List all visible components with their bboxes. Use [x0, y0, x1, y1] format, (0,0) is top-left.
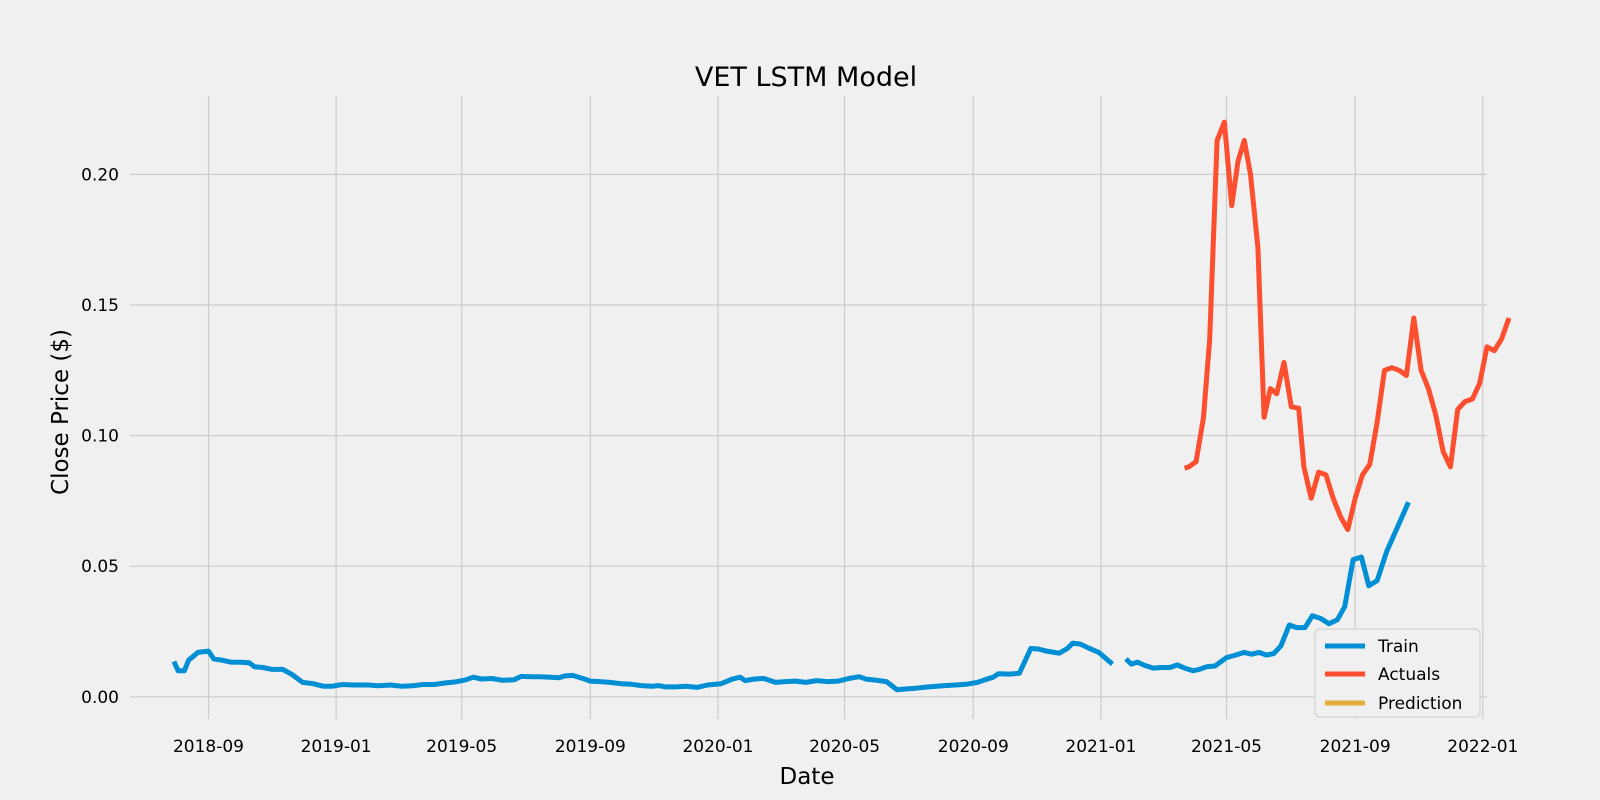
- series-line-train: [171, 640, 1115, 693]
- x-tick-label: 2021-01: [1065, 737, 1136, 757]
- y-tick-label: 0.00: [81, 688, 119, 708]
- grid: [130, 96, 1487, 719]
- series-actuals: [1183, 119, 1512, 533]
- y-tick-label: 0.05: [81, 557, 119, 577]
- x-tick-label: 2018-09: [173, 737, 244, 757]
- x-tick-label: 2021-05: [1191, 737, 1262, 757]
- y-tick-labels: 0.00 0.05 0.10 0.15 0.20: [81, 165, 119, 707]
- y-tick-label: 0.10: [81, 427, 119, 447]
- series-line-train: [1124, 501, 1411, 674]
- x-tick-label: 2019-05: [426, 737, 497, 757]
- chart-title: VET LSTM Model: [695, 62, 917, 93]
- y-axis-label: Close Price ($): [48, 329, 74, 495]
- x-tick-label: 2021-09: [1320, 737, 1391, 757]
- x-tick-label: 2019-01: [301, 737, 372, 757]
- legend-label-train: Train: [1377, 637, 1419, 657]
- legend: Train Actuals Prediction: [1314, 628, 1481, 718]
- legend-box: [1314, 628, 1481, 718]
- legend-label-actuals: Actuals: [1378, 665, 1440, 685]
- series-line-actuals: [1183, 119, 1512, 533]
- x-tick-labels: 2018-09 2019-01 2019-05 2019-09 2020-01 2020-…: [173, 737, 1518, 757]
- series-lines: [171, 119, 1512, 693]
- series-train: [171, 501, 1411, 693]
- y-tick-label: 0.20: [81, 165, 119, 185]
- x-tick-label: 2022-01: [1447, 737, 1518, 757]
- legend-label-prediction: Prediction: [1378, 694, 1462, 714]
- x-tick-label: 2020-05: [809, 737, 880, 757]
- x-tick-label: 2020-09: [938, 737, 1009, 757]
- x-axis-label: Date: [780, 764, 835, 790]
- x-tick-label: 2019-09: [555, 737, 626, 757]
- x-tick-label: 2020-01: [682, 737, 753, 757]
- y-tick-label: 0.15: [81, 296, 119, 316]
